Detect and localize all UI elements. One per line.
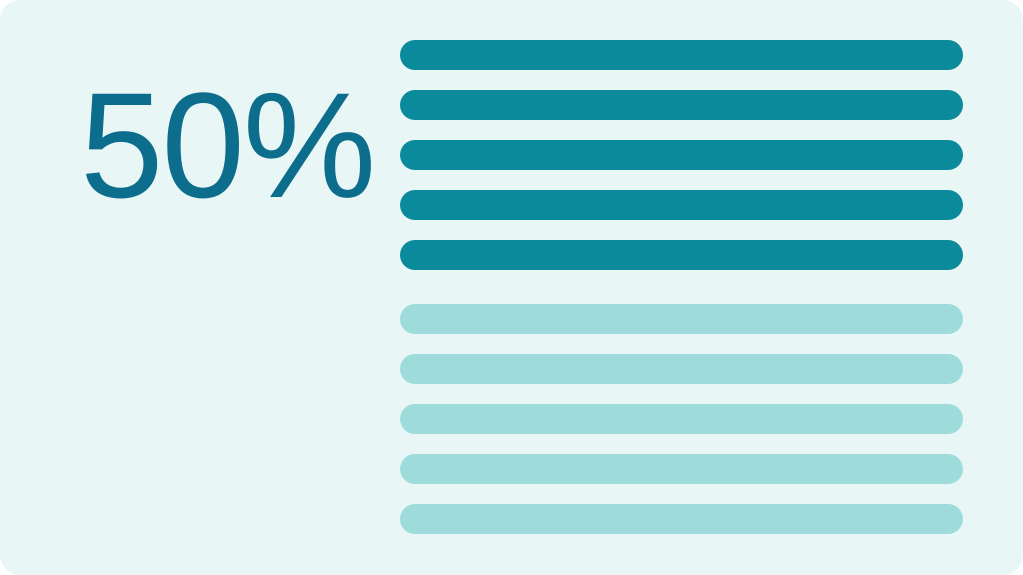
- progress-bar-segment: [400, 90, 963, 120]
- progress-bar-segment: [400, 40, 963, 70]
- percent-label: 50%: [80, 40, 400, 220]
- progress-bar-segment: [400, 190, 963, 220]
- infographic-card: 50%: [0, 0, 1023, 575]
- progress-bar-segment: [400, 504, 963, 534]
- progress-bar-segment: [400, 354, 963, 384]
- progress-bar-segment: [400, 304, 963, 334]
- progress-bar-segment: [400, 454, 963, 484]
- progress-bars: [400, 40, 963, 534]
- progress-bar-segment: [400, 240, 963, 270]
- progress-bar-segment: [400, 140, 963, 170]
- progress-bar-segment: [400, 404, 963, 434]
